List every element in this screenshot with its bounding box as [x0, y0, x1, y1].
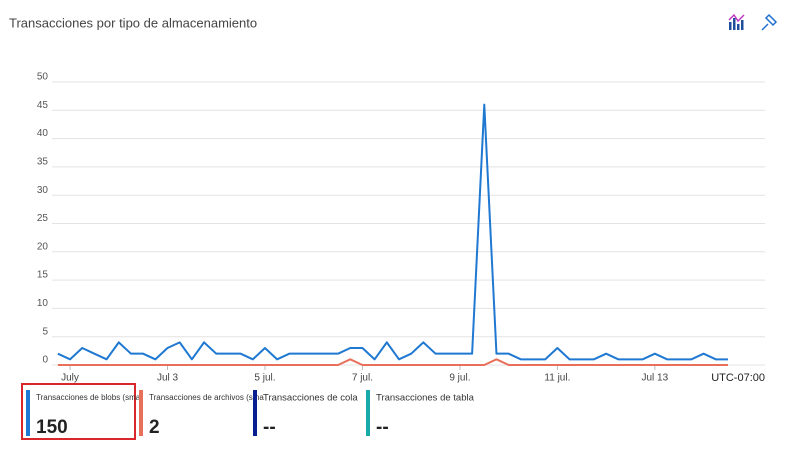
x-tick-label: July	[61, 373, 79, 384]
legend-swatch	[366, 390, 370, 436]
selected-legend-highlight	[21, 383, 136, 440]
y-tick-label: 20	[37, 241, 49, 252]
legend-summary: 150	[36, 417, 68, 438]
chart-title: Transacciones por tipo de almacenamiento	[9, 15, 257, 30]
series-line	[57, 103, 728, 361]
y-tick-label: 40	[37, 128, 49, 139]
legend-swatch	[139, 390, 143, 436]
y-tick-label: 10	[37, 298, 49, 309]
legend-name: Transacciones de archivos (sma	[149, 393, 264, 402]
series-line	[57, 358, 728, 366]
y-tick-label: 45	[37, 100, 49, 111]
y-tick-label: 30	[37, 185, 49, 196]
x-tick-label: Jul 13	[642, 373, 669, 384]
x-tick-label: 5 jul.	[254, 373, 275, 384]
timezone-label: UTC-07:00	[711, 372, 765, 384]
legend-name: Transacciones de blobs (sma	[36, 393, 141, 402]
legend-name: Transacciones de cola	[263, 393, 358, 404]
legend-swatch	[253, 390, 257, 436]
legend-swatch	[26, 390, 30, 436]
y-tick-label: 35	[37, 157, 49, 168]
y-tick-label: 50	[37, 72, 49, 83]
legend-name: Transacciones de tabla	[376, 393, 475, 404]
legend-summary: 2	[149, 417, 160, 438]
y-tick-label: 15	[37, 270, 49, 281]
legend-summary: --	[263, 417, 276, 438]
legend-summary: --	[376, 417, 389, 438]
x-tick-label: 11 jul.	[544, 373, 570, 384]
x-tick-label: 7 jul.	[352, 373, 373, 384]
x-tick-label: Jul 3	[157, 373, 179, 384]
y-tick-label: 25	[37, 213, 49, 224]
y-tick-label: 5	[42, 326, 48, 337]
metrics-icon[interactable]	[728, 13, 745, 30]
pin-icon[interactable]	[761, 13, 778, 31]
x-tick-label: 9 jul.	[449, 373, 470, 384]
y-tick-label: 0	[42, 355, 48, 366]
